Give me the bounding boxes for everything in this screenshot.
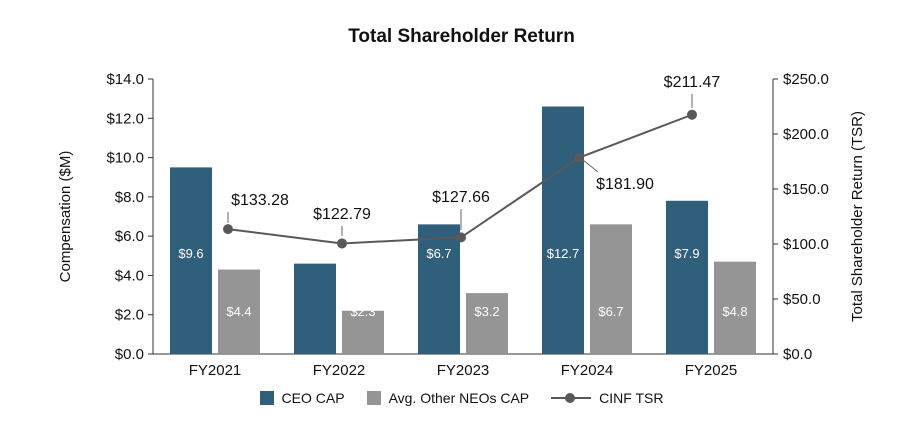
axes: $0.0 $2.0 $4.0 $6.0 $8.0 $10.0 $12.0 $14.0 $0.0 $… <box>57 71 866 379</box>
neo-cap-bar <box>342 310 384 354</box>
neo-cap-bar <box>714 261 756 354</box>
neo-cap-bar <box>590 224 632 354</box>
left-tick-label: $8.0 <box>115 189 144 206</box>
x-tick-label: FY2024 <box>561 362 614 379</box>
neo-cap-swatch-icon <box>366 391 381 405</box>
ceo-cap-swatch-icon <box>259 391 274 405</box>
tsr-data-label: $181.90 <box>596 176 654 193</box>
left-tick-label: $10.0 <box>106 150 144 167</box>
legend-item-ceo-cap: CEO CAP <box>259 390 345 406</box>
legend-label-neo-cap: Avg. Other NEOs CAP <box>388 390 530 406</box>
ceo-cap-data-label: $12.7 <box>547 246 580 261</box>
right-tick-label: $200.0 <box>783 126 829 143</box>
neo-cap-bar <box>218 269 260 354</box>
ceo-cap-data-label: $7.9 <box>674 246 699 261</box>
left-tick-label: $6.0 <box>115 228 144 245</box>
x-tick-label: FY2021 <box>189 362 242 379</box>
neo-cap-data-label: $4.4 <box>226 304 251 319</box>
x-tick-label: FY2023 <box>437 362 490 379</box>
ceo-cap-bar <box>170 167 212 354</box>
x-tick-label: FY2025 <box>685 362 738 379</box>
ceo-cap-data-label: $4.7 <box>302 246 327 261</box>
tsr-leader-line <box>582 159 599 173</box>
right-tick-label: $50.0 <box>783 291 821 308</box>
neo-cap-data-label: $4.8 <box>722 304 747 319</box>
line-marker-icon <box>551 391 592 405</box>
tsr-chart: $0.0 $2.0 $4.0 $6.0 $8.0 $10.0 $12.0 $14.0 $0.0 $… <box>57 71 866 379</box>
tsr-point <box>337 238 347 249</box>
tsr-data-label: $133.28 <box>231 192 289 209</box>
ceo-cap-data-label: $6.7 <box>426 246 451 261</box>
tsr-point <box>456 232 466 243</box>
ceo-cap-bar <box>542 106 584 354</box>
ceo-cap-bar <box>666 200 708 354</box>
tsr-data-label: $127.66 <box>432 189 490 206</box>
chart-title: Total Shareholder Return <box>348 26 575 47</box>
neo-cap-data-label: $2.3 <box>350 304 375 319</box>
left-tick-label: $2.0 <box>115 307 144 324</box>
y2-axis-title: Total Shareholder Return (TSR) <box>849 111 866 322</box>
tsr-data-label: $211.47 <box>664 74 721 91</box>
y-axis-title: Compensation ($M) <box>57 151 74 283</box>
right-tick-label: $100.0 <box>783 236 829 253</box>
legend-label-cinf-tsr: CINF TSR <box>599 390 664 406</box>
ceo-cap-bar <box>294 263 336 354</box>
tsr-line <box>223 109 697 249</box>
tsr-point <box>687 109 697 120</box>
bars <box>170 106 756 354</box>
tsr-point <box>223 224 233 235</box>
neo-cap-data-label: $6.7 <box>598 304 623 319</box>
left-tick-label: $4.0 <box>115 267 144 284</box>
ceo-cap-bar <box>418 224 460 354</box>
x-tick-label: FY2022 <box>313 362 366 379</box>
tsr-data-label: $122.79 <box>313 206 371 223</box>
left-tick-label: $0.0 <box>115 346 144 363</box>
neo-cap-bar <box>466 293 508 354</box>
left-tick-label: $14.0 <box>106 71 144 88</box>
right-tick-label: $150.0 <box>783 181 829 198</box>
right-tick-label: $0.0 <box>783 346 812 363</box>
legend-item-neo-cap: Avg. Other NEOs CAP <box>366 390 530 406</box>
ceo-cap-data-label: $9.6 <box>178 246 203 261</box>
right-tick-label: $250.0 <box>783 71 829 88</box>
neo-cap-data-label: $3.2 <box>474 304 499 319</box>
legend-item-cinf-tsr: CINF TSR <box>551 390 663 406</box>
labels: $9.6 $4.7 $6.7 $12.7 $7.9 $4.4 $2.3 $3.2 $6.7 $4.… <box>178 74 747 319</box>
legend-label-ceo-cap: CEO CAP <box>281 390 345 406</box>
legend: CEO CAP Avg. Other NEOs CAP CINF TSR <box>0 390 923 406</box>
left-tick-label: $12.0 <box>106 110 144 127</box>
tsr-point <box>574 152 584 163</box>
